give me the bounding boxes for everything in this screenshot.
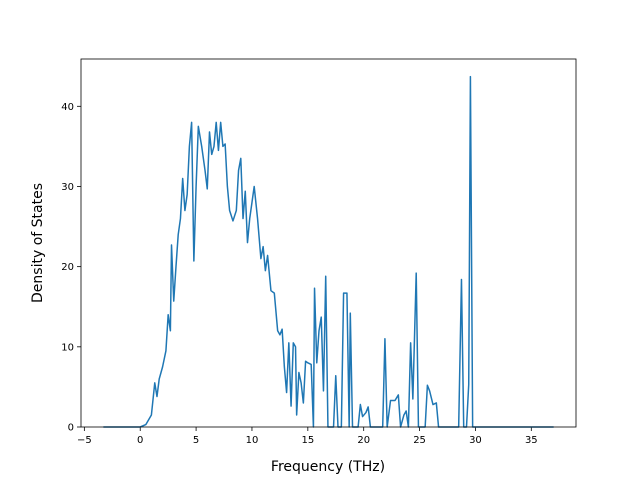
x-tick-label: 25 <box>413 435 426 446</box>
x-tick-label: 30 <box>469 435 482 446</box>
x-tick-label: 20 <box>357 435 370 446</box>
plot-frame <box>80 58 577 428</box>
y-axis-label: Density of States <box>30 183 46 303</box>
x-tick-label: −5 <box>77 435 92 446</box>
x-tick-label: 10 <box>246 435 259 446</box>
y-tick-label: 30 <box>61 182 74 193</box>
x-axis-label: Frequency (THz) <box>271 459 385 475</box>
x-tick-label: 15 <box>301 435 314 446</box>
y-tick-label: 20 <box>61 262 74 273</box>
y-tick-label: 10 <box>61 342 74 353</box>
x-tick-label: 0 <box>137 435 143 446</box>
x-tick-label: 35 <box>525 435 538 446</box>
line-series <box>103 75 554 428</box>
y-tick-label: 0 <box>68 423 74 434</box>
x-tick-label: 5 <box>193 435 199 446</box>
y-tick-label: 40 <box>61 102 74 113</box>
